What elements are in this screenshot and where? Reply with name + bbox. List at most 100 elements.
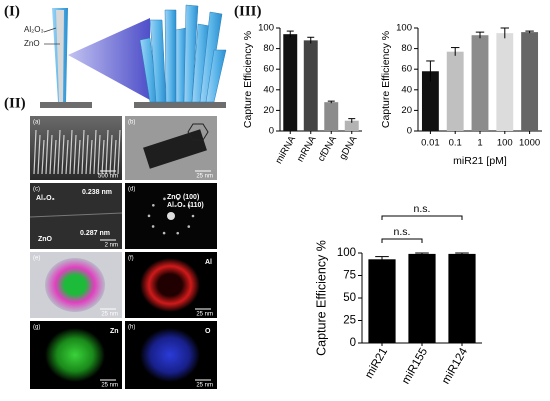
y-tick-label: 40: [401, 84, 412, 95]
bar: [421, 71, 439, 131]
significance-label: n.s.: [394, 226, 411, 238]
nanorod: [97, 134, 101, 175]
x-tick-label: 1000: [519, 138, 540, 149]
nanorod: [109, 134, 113, 175]
spot: [163, 197, 166, 201]
nanorod: [57, 129, 61, 175]
significance-label: n.s.: [414, 203, 431, 215]
rod-core: [56, 10, 64, 102]
x-tick-label: miRNA: [273, 134, 298, 166]
y-tick-label: 0: [407, 126, 412, 137]
interface: [29, 212, 123, 218]
nanorod: [85, 134, 89, 175]
spot: [176, 231, 180, 235]
x-tick-label: 1: [477, 138, 482, 149]
y-axis-label: Capture Efficiency %: [242, 31, 254, 128]
significance-bracket: [381, 238, 423, 243]
bar: [368, 259, 396, 343]
image-note: ZnO (100): [167, 194, 199, 201]
y-axis-label: Capture Efficiency %: [314, 240, 328, 356]
y-tick-label: 60: [263, 64, 274, 75]
nanorod: [113, 139, 117, 175]
nanorod: [105, 129, 109, 175]
image-note: Al₂O₃: [36, 195, 55, 202]
x-tick-label: 0.01: [421, 138, 440, 149]
y-tick-label: 40: [263, 84, 274, 95]
scale-label: 2 nm: [105, 243, 118, 249]
scale-label: 25 nm: [101, 383, 118, 389]
y-tick-label: 80: [263, 43, 274, 54]
y-tick-label: 0: [350, 337, 356, 349]
y-tick-label: 75: [343, 270, 356, 282]
nanorod: [53, 139, 57, 175]
bar: [448, 253, 476, 343]
bar: [408, 253, 436, 343]
leader: [43, 27, 57, 33]
nanorod: [37, 134, 41, 175]
bar: [283, 34, 298, 131]
nanorod: [117, 129, 121, 175]
y-tick-label: 25: [343, 315, 356, 327]
nanorod: [33, 129, 37, 175]
x-tick-label: 0.1: [449, 138, 462, 149]
coating-label: Al₂O₃: [24, 25, 44, 34]
micrographs: (a) 500 nm (b) 25 nm (c) 2 nm 0.238 nm Al₂O₃ 0.2…: [29, 116, 217, 389]
panel-label: (II): [4, 95, 26, 111]
element-map: [140, 328, 200, 382]
bar: [324, 102, 339, 131]
significance-bracket: [381, 215, 463, 220]
image-tag: (c): [33, 187, 40, 193]
rod-image: [143, 129, 207, 169]
spot: [187, 204, 191, 207]
nanorod: [69, 129, 73, 175]
x-axis-label: miR21 [pM]: [453, 155, 507, 167]
image-note: 0.238 nm: [82, 189, 112, 196]
y-tick-label: 100: [337, 247, 356, 259]
image-tag: (a): [33, 120, 40, 126]
y-tick-label: 20: [401, 105, 412, 116]
y-tick-label: 80: [401, 43, 412, 54]
image-tag: (b): [128, 120, 135, 126]
element-map: [45, 328, 105, 382]
element-map: [140, 258, 200, 312]
element-label: O: [205, 328, 211, 335]
spot: [187, 225, 191, 228]
element-label: Zn: [110, 328, 119, 335]
image-tag: (f): [128, 256, 134, 262]
nanorod: [41, 139, 45, 175]
nanorod: [65, 139, 69, 175]
rod-array: [139, 4, 227, 103]
x-tick-label: cfDNA: [316, 134, 340, 164]
panel-label: (III): [234, 3, 262, 19]
y-tick-label: 100: [396, 23, 412, 34]
diffraction: [167, 212, 175, 220]
nanorod: [49, 134, 53, 175]
scale-label: 25 nm: [196, 312, 213, 318]
scale-label: 25 nm: [101, 312, 118, 318]
spot: [162, 231, 166, 235]
substrate: [134, 102, 226, 108]
x-tick-label: miR21: [363, 346, 390, 381]
spot: [151, 225, 155, 228]
nanorod: [45, 129, 49, 175]
nanorod: [89, 139, 93, 175]
nanorod: [77, 139, 81, 175]
nanorod: [61, 134, 65, 175]
x-tick-label: miR155: [400, 346, 430, 386]
nanorod: [93, 129, 97, 175]
bar: [446, 51, 464, 131]
y-tick-label: 100: [258, 23, 274, 34]
bar: [496, 33, 514, 131]
scale-label: 500 nm: [98, 174, 118, 180]
image-tag: (h): [128, 325, 135, 331]
y-tick-label: 50: [343, 292, 356, 304]
y-tick-label: 20: [263, 105, 274, 116]
image-tag: (e): [33, 256, 40, 262]
spot: [176, 197, 180, 201]
spot: [147, 214, 151, 218]
image-tag: (g): [33, 325, 40, 331]
core-label: ZnO: [24, 39, 40, 48]
image-note: ZnO: [38, 236, 53, 243]
bar: [521, 32, 539, 132]
